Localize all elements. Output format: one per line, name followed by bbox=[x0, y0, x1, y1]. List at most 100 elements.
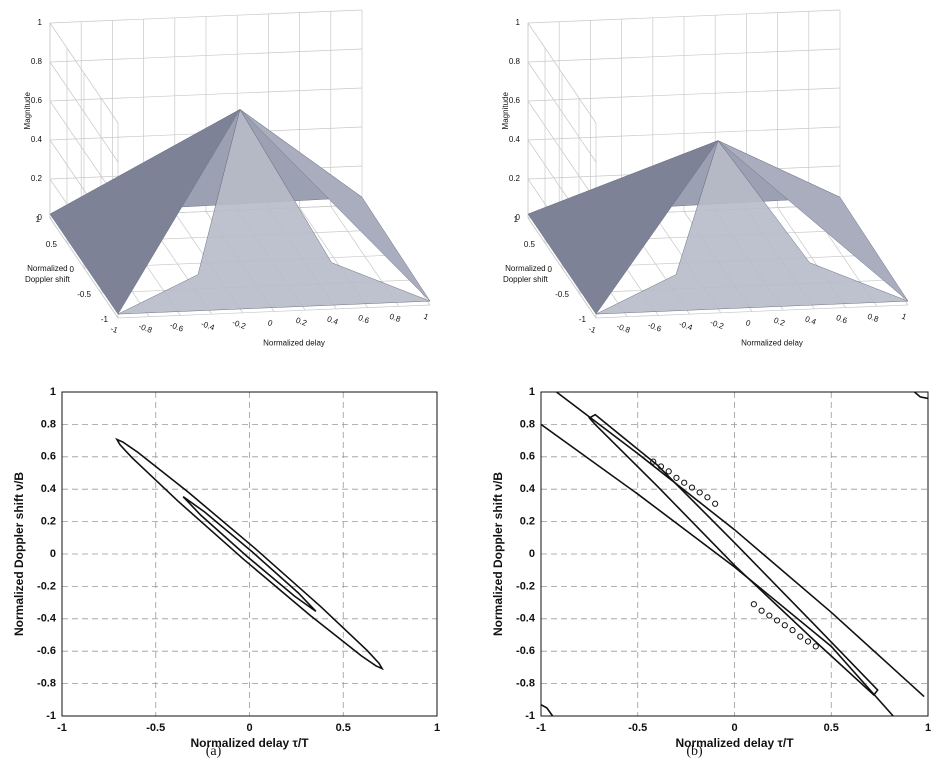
surface-front bbox=[117, 108, 431, 315]
x-tick-label: -1 bbox=[109, 324, 119, 335]
z-tick-label: 0.6 bbox=[509, 96, 521, 105]
y-tick-label: 1 bbox=[36, 215, 41, 224]
caption: (b) bbox=[686, 744, 703, 759]
y-axis-label: Normalized Doppler shift ν/B bbox=[491, 472, 505, 636]
x-axis-label: Normalized delay τ/T bbox=[675, 736, 794, 750]
z-tick-label: 0.2 bbox=[31, 174, 43, 183]
z-tick-label: 1 bbox=[516, 18, 521, 27]
y-tick-label: -0.6 bbox=[516, 645, 535, 657]
wall-grid-line bbox=[49, 87, 363, 102]
y-tick-label: 0.2 bbox=[520, 516, 535, 528]
contour-marker bbox=[704, 494, 711, 501]
y-tick-label: -0.8 bbox=[37, 678, 56, 690]
x-tick-label: 0.4 bbox=[326, 314, 340, 326]
y-tick-label: -0.8 bbox=[516, 678, 535, 690]
contour-line bbox=[182, 496, 317, 612]
contour-line bbox=[913, 392, 928, 400]
y-tick-label: 0.8 bbox=[520, 418, 535, 430]
wall-grid-line bbox=[527, 126, 841, 141]
contour-line bbox=[541, 703, 554, 716]
y-axis-label: Normalized bbox=[505, 264, 545, 273]
y-tick-label: 1 bbox=[529, 386, 535, 398]
contour-marker bbox=[766, 612, 773, 619]
x-tick-label: 0.5 bbox=[824, 722, 839, 734]
y-tick-label: 0.6 bbox=[520, 451, 535, 463]
z-axis-label: Magnitude bbox=[23, 92, 32, 130]
y-tick-label: 0.4 bbox=[41, 483, 57, 495]
x-tick-label: 0.6 bbox=[835, 313, 849, 325]
x-tick-label: 0.2 bbox=[773, 316, 787, 328]
caption: (a) bbox=[206, 744, 222, 759]
y-tick-label: -1 bbox=[101, 315, 109, 324]
z-tick-label: 0.4 bbox=[509, 135, 521, 144]
y-tick-label: -0.5 bbox=[77, 290, 91, 299]
contour-marker bbox=[657, 463, 665, 470]
wall-grid-line bbox=[527, 100, 597, 202]
y-tick-label: 0 bbox=[70, 265, 75, 274]
x-tick-label: -0.2 bbox=[709, 318, 726, 331]
y-tick-label: 0.6 bbox=[41, 451, 56, 463]
axes-frame bbox=[540, 391, 929, 717]
y-tick-label: 1 bbox=[50, 386, 56, 398]
x-tick-label: 0.5 bbox=[336, 722, 351, 734]
wall-grid-line bbox=[527, 61, 597, 163]
x-tick-label: 1 bbox=[434, 722, 440, 734]
y-tick-label: -0.2 bbox=[37, 580, 56, 592]
contour-line bbox=[541, 423, 894, 716]
x-axis-label: Normalized delay bbox=[741, 339, 803, 348]
x-tick-label: -0.8 bbox=[137, 322, 154, 335]
contour-marker bbox=[773, 617, 781, 624]
contour-marker bbox=[781, 622, 788, 629]
z-tick-label: 0.2 bbox=[509, 174, 521, 183]
axes-frame bbox=[61, 391, 438, 717]
contour-marker bbox=[665, 468, 672, 475]
wall-grid-line bbox=[527, 22, 597, 124]
x-tick-label: -1 bbox=[587, 324, 597, 335]
y-tick-label: -0.2 bbox=[516, 580, 535, 592]
contour-line bbox=[588, 413, 879, 697]
contour-line bbox=[115, 437, 384, 671]
y-tick-label: 0.5 bbox=[524, 240, 536, 249]
y-axis-label: Normalized bbox=[27, 264, 67, 273]
y-tick-label: -1 bbox=[46, 710, 56, 722]
z-tick-label: 0.4 bbox=[31, 135, 43, 144]
z-tick-label: 0 bbox=[516, 213, 521, 222]
x-tick-label: -0.5 bbox=[146, 722, 165, 734]
y-axis-label: Normalized Doppler shift ν/B bbox=[12, 472, 26, 636]
y-tick-label: 0.4 bbox=[520, 483, 536, 495]
contour-marker bbox=[758, 607, 765, 614]
y-tick-label: -0.6 bbox=[37, 645, 56, 657]
wall-grid-line bbox=[49, 217, 119, 319]
contour-marker bbox=[797, 633, 804, 640]
y-tick-label: 0.5 bbox=[46, 240, 58, 249]
x-tick-label: -0.4 bbox=[678, 319, 695, 332]
z-tick-label: 0 bbox=[38, 213, 43, 222]
x-tick-label: 1 bbox=[925, 722, 931, 734]
wall-grid-line bbox=[527, 217, 597, 319]
surface-right bbox=[717, 140, 909, 302]
x-tick-label: 0.8 bbox=[388, 312, 402, 324]
contour-marker bbox=[804, 638, 812, 645]
wall-grid-line bbox=[49, 61, 119, 163]
z-axis-label: Magnitude bbox=[501, 92, 510, 130]
contour-marker bbox=[712, 500, 719, 507]
y-tick-label: 0 bbox=[50, 548, 56, 560]
contour-line bbox=[555, 392, 925, 698]
contour-marker bbox=[688, 484, 696, 491]
x-tick-label: 0.6 bbox=[357, 313, 371, 325]
x-tick-label: -0.4 bbox=[200, 319, 217, 332]
contour-marker bbox=[812, 643, 819, 650]
y-tick-label: -1 bbox=[525, 710, 535, 722]
contour-layer bbox=[115, 437, 384, 671]
x-axis-label: Normalized delay bbox=[263, 339, 325, 348]
wall-grid-line bbox=[49, 9, 363, 24]
y-tick-label: -0.4 bbox=[516, 613, 536, 625]
x-tick-label: -0.8 bbox=[615, 322, 632, 335]
surface-right bbox=[239, 109, 431, 302]
wall-grid-line bbox=[527, 48, 841, 63]
contour-marker bbox=[673, 474, 680, 481]
contour-marker bbox=[750, 601, 757, 608]
x-tick-label: 0.2 bbox=[295, 316, 309, 328]
y-tick-label: 0.2 bbox=[41, 516, 56, 528]
